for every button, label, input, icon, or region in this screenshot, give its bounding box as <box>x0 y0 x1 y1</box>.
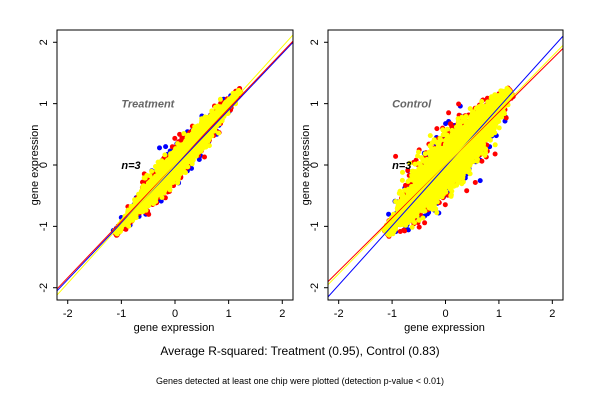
data-point <box>446 110 452 116</box>
points <box>381 85 516 239</box>
data-point <box>175 180 181 186</box>
data-point <box>503 115 509 121</box>
data-point <box>196 157 202 162</box>
data-point <box>153 195 159 201</box>
data-point <box>177 131 183 137</box>
data-point <box>161 181 167 187</box>
data-point <box>175 174 181 180</box>
data-point <box>464 188 470 194</box>
data-point <box>220 106 226 112</box>
data-point <box>204 115 210 120</box>
data-point <box>217 96 223 102</box>
y-tick-label: -2 <box>38 283 50 293</box>
data-point <box>183 139 189 145</box>
data-point <box>236 88 242 94</box>
data-point <box>138 205 144 211</box>
data-point <box>492 151 498 157</box>
data-point <box>196 142 202 148</box>
data-point <box>158 162 163 168</box>
x-axis-label: gene expression <box>134 322 215 334</box>
data-point <box>195 123 201 129</box>
data-point <box>175 148 181 154</box>
data-point <box>172 135 178 141</box>
data-point <box>213 104 218 110</box>
data-point <box>393 153 399 159</box>
data-point <box>181 131 187 136</box>
x-tick-label: 0 <box>172 308 178 320</box>
data-point <box>216 130 222 136</box>
data-point <box>141 175 147 181</box>
data-point <box>142 206 148 211</box>
data-point <box>153 175 159 181</box>
data-point <box>405 168 411 173</box>
fit-line-1 <box>57 41 293 292</box>
data-point <box>163 144 169 150</box>
data-point <box>126 223 132 229</box>
data-point <box>127 218 133 224</box>
data-point <box>386 211 392 217</box>
y-tick-label: 2 <box>38 39 50 45</box>
data-point <box>188 136 194 142</box>
data-point <box>162 152 168 158</box>
summary-title: Average R-squared: Treatment (0.95), Con… <box>160 344 439 358</box>
data-point <box>195 129 201 135</box>
data-point <box>167 173 173 179</box>
data-point <box>189 154 195 160</box>
data-point <box>158 171 164 176</box>
data-point <box>149 168 155 174</box>
y-tick-label: 1 <box>38 101 50 107</box>
data-point <box>226 97 232 103</box>
y-tick-label: 0 <box>38 162 50 168</box>
data-point <box>402 228 408 234</box>
data-point <box>179 135 185 141</box>
fit-line-3 <box>57 34 293 296</box>
y-tick-label: -1 <box>38 221 50 231</box>
fit-lines <box>57 34 293 296</box>
data-point <box>202 154 207 160</box>
series-3-points <box>112 88 244 237</box>
data-point <box>157 187 163 193</box>
data-point <box>162 165 168 171</box>
x-tick-label: -2 <box>63 308 73 320</box>
data-point <box>125 207 131 213</box>
y-axis-label: gene expression <box>29 125 41 206</box>
x-tick-label: 2 <box>279 308 285 320</box>
panel-title: Treatment <box>121 99 175 111</box>
data-point <box>177 168 182 174</box>
data-point <box>205 138 211 144</box>
data-point <box>185 164 191 170</box>
x-tick-label: -1 <box>116 308 126 320</box>
data-point <box>202 123 208 129</box>
panel-treatment: -2 -1 0 1 2 -2 -1 0 1 2 gene expression gene expres… <box>29 29 294 334</box>
data-point <box>146 200 152 206</box>
data-point <box>159 195 165 200</box>
x-tick-label: 1 <box>226 308 232 320</box>
data-point <box>434 126 440 132</box>
data-point <box>157 166 163 172</box>
footnote: Genes detected at least one chip were pl… <box>156 376 444 386</box>
data-point <box>442 202 448 208</box>
data-point <box>157 145 162 151</box>
data-point <box>472 180 478 185</box>
data-point <box>182 159 188 165</box>
data-point <box>164 158 170 163</box>
sample-size-label: n=3 <box>121 160 140 172</box>
data-point <box>477 178 483 184</box>
data-point <box>171 153 177 159</box>
